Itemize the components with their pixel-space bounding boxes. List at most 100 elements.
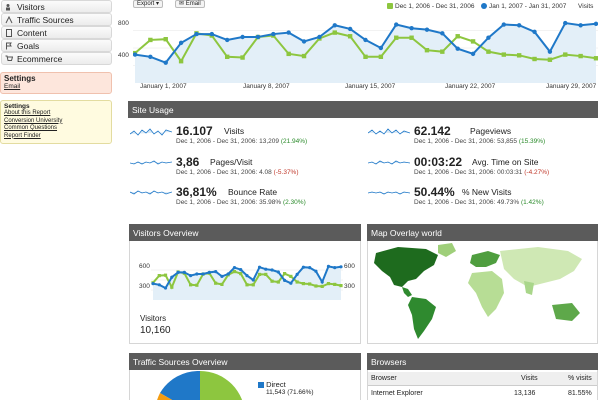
map-overlay-header[interactable]: Map Overlay world xyxy=(367,224,598,241)
series-a-point[interactable] xyxy=(270,279,274,283)
series-a-point[interactable] xyxy=(455,34,460,39)
series-b-point[interactable] xyxy=(455,46,460,51)
series-b-point[interactable] xyxy=(347,26,353,32)
series-a-point[interactable] xyxy=(189,283,193,287)
series-b-point[interactable] xyxy=(326,264,331,268)
series-a-point[interactable] xyxy=(314,284,318,288)
series-b-point[interactable] xyxy=(286,30,291,35)
series-b-point[interactable] xyxy=(563,20,568,26)
settings-email-link[interactable]: Email xyxy=(4,83,21,90)
table-row[interactable]: Internet Explorer 13,136 81.55% xyxy=(368,390,597,400)
help-link-about[interactable]: About this Report xyxy=(4,110,51,116)
col-browser[interactable]: Browser xyxy=(371,375,397,382)
series-a-point[interactable] xyxy=(251,283,255,287)
series-a-point[interactable] xyxy=(239,272,243,276)
series-b-point[interactable] xyxy=(182,270,186,274)
series-a-point[interactable] xyxy=(301,282,305,286)
series-a-point[interactable] xyxy=(220,282,224,286)
series-a-point[interactable] xyxy=(286,51,291,57)
series-b-point[interactable] xyxy=(255,34,261,40)
world-map[interactable] xyxy=(368,241,597,343)
export-button[interactable]: Export ▾ xyxy=(133,0,164,8)
series-b-point[interactable] xyxy=(257,265,262,269)
series-a-point[interactable] xyxy=(394,35,399,40)
series-a-point[interactable] xyxy=(257,272,262,276)
series-a-point[interactable] xyxy=(264,272,268,276)
series-b-point[interactable] xyxy=(501,22,506,27)
series-b-point[interactable] xyxy=(178,40,184,46)
series-b-point[interactable] xyxy=(289,281,293,285)
series-a-point[interactable] xyxy=(563,52,568,57)
series-a-point[interactable] xyxy=(225,54,230,59)
series-a-point[interactable] xyxy=(333,282,337,286)
series-a-point[interactable] xyxy=(308,282,312,286)
series-b-point[interactable] xyxy=(133,52,138,57)
series-b-point[interactable] xyxy=(264,267,268,271)
series-b-point[interactable] xyxy=(378,45,384,51)
series-a-point[interactable] xyxy=(486,49,491,54)
series-b-point[interactable] xyxy=(276,270,280,274)
series-b-point[interactable] xyxy=(225,37,230,43)
series-a-point[interactable] xyxy=(332,30,337,35)
series-a-point[interactable] xyxy=(578,53,583,59)
series-a-point[interactable] xyxy=(363,54,368,59)
series-b-point[interactable] xyxy=(301,265,305,269)
series-a-point[interactable] xyxy=(157,274,161,278)
traffic-legend-direct[interactable]: Direct xyxy=(258,380,286,389)
series-b-point[interactable] xyxy=(209,31,215,37)
metric-pages-per-visit[interactable]: 3,86 Pages/Visit Dec 1, 2006 - Dec 31, 2… xyxy=(130,155,360,179)
series-b-point[interactable] xyxy=(593,21,598,26)
help-link-finder[interactable]: Report Finder xyxy=(4,132,41,139)
series-b-point[interactable] xyxy=(532,29,537,35)
series-a-point[interactable] xyxy=(148,37,153,43)
series-b-point[interactable] xyxy=(207,270,211,274)
nav-item-ecommerce[interactable]: Ecommerce xyxy=(1,52,112,65)
series-b-point[interactable] xyxy=(283,278,287,282)
nav-item-visitors[interactable]: Visitors xyxy=(1,0,112,13)
browsers-header[interactable]: Browsers xyxy=(367,353,598,370)
series-a-point[interactable] xyxy=(547,57,553,62)
series-a-point[interactable] xyxy=(163,273,168,277)
series-b-point[interactable] xyxy=(470,51,476,57)
nav-item-traffic-sources[interactable]: Traffic Sources xyxy=(1,13,112,26)
series-b-point[interactable] xyxy=(245,274,249,278)
series-a-point[interactable] xyxy=(295,280,299,284)
series-b-point[interactable] xyxy=(332,23,337,28)
series-a-point[interactable] xyxy=(301,53,307,59)
series-a-point[interactable] xyxy=(163,37,168,42)
series-b-point[interactable] xyxy=(239,268,243,272)
series-b-point[interactable] xyxy=(578,23,583,28)
series-b-point[interactable] xyxy=(320,280,324,284)
col-pct-visits[interactable]: % visits xyxy=(568,375,592,382)
series-b-point[interactable] xyxy=(295,272,299,276)
series-a-point[interactable] xyxy=(424,48,430,53)
series-a-point[interactable] xyxy=(320,284,324,288)
series-a-point[interactable] xyxy=(516,53,522,58)
series-b-point[interactable] xyxy=(163,60,168,65)
visitors-overview-header[interactable]: Visitors Overview xyxy=(129,224,361,241)
series-a-point[interactable] xyxy=(232,270,237,274)
metric-bounce-rate[interactable]: 36,81% Bounce Rate Dec 1, 2006 - Dec 31,… xyxy=(130,185,360,209)
series-b-point[interactable] xyxy=(308,266,312,270)
series-b-point[interactable] xyxy=(226,272,230,276)
series-b-point[interactable] xyxy=(486,35,491,40)
series-a-point[interactable] xyxy=(178,59,184,64)
series-b-point[interactable] xyxy=(516,23,522,28)
series-a-point[interactable] xyxy=(440,49,445,54)
series-b-point[interactable] xyxy=(270,268,274,272)
help-link-questions[interactable]: Common Questions xyxy=(4,125,58,131)
series-b-point[interactable] xyxy=(201,272,205,276)
series-a-point[interactable] xyxy=(214,281,218,285)
series-a-point[interactable] xyxy=(470,39,476,44)
series-b-point[interactable] xyxy=(301,39,307,44)
email-button[interactable]: ✉ Email xyxy=(175,0,205,8)
series-a-point[interactable] xyxy=(593,56,598,61)
series-a-point[interactable] xyxy=(195,283,199,287)
metric-visits[interactable]: 16.107 Visits Dec 1, 2006 - Dec 31, 2006… xyxy=(130,124,360,148)
series-b-point[interactable] xyxy=(232,266,237,270)
series-b-point[interactable] xyxy=(251,278,255,282)
series-b-point[interactable] xyxy=(547,49,553,54)
series-a-point[interactable] xyxy=(409,35,414,40)
series-b-point[interactable] xyxy=(214,270,218,274)
series-b-point[interactable] xyxy=(176,270,180,274)
